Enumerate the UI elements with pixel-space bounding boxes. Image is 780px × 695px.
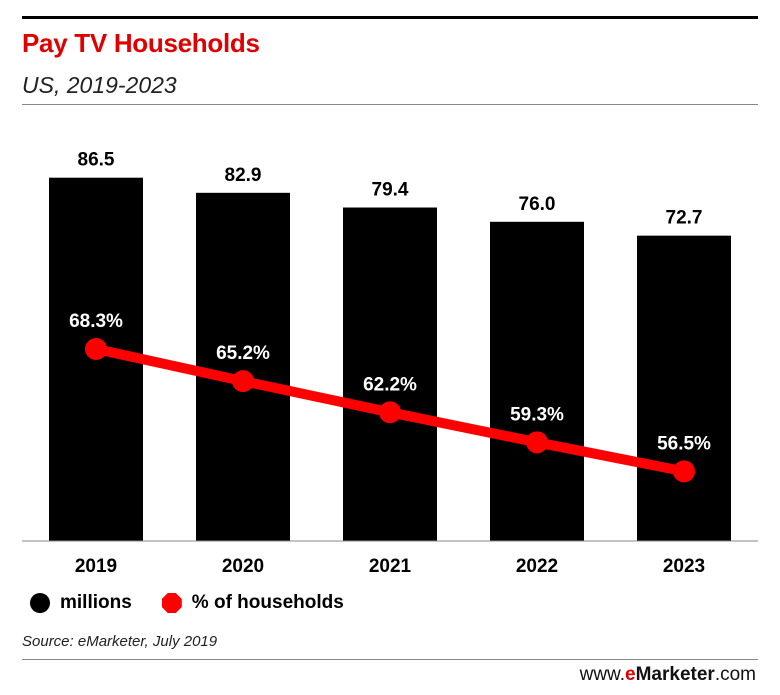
legend-swatch-households [161, 593, 182, 613]
households-label-2019: 68.3% [69, 311, 123, 332]
legend-item-millions: millions [30, 592, 132, 614]
subtitle-rule [22, 104, 758, 105]
bar-2022 [490, 221, 584, 542]
top-rule [22, 16, 758, 19]
brand-e: e [625, 664, 636, 685]
chart-title: Pay TV Households [22, 28, 260, 58]
combo-chart: 86.5 82.9 79.4 76.0 72.7 2019 2020 2021 2022 2023… [22, 150, 758, 577]
legend-item-households: % of households [161, 592, 344, 614]
households-point-2020 [232, 370, 254, 393]
households-label-2023: 56.5% [657, 433, 711, 454]
bar-label-2021: 79.4 [372, 180, 409, 201]
bar-2021 [343, 207, 437, 541]
households-point-2021 [379, 401, 401, 424]
households-point-2022 [526, 431, 548, 454]
households-label-2020: 65.2% [216, 343, 270, 364]
households-label-2022: 59.3% [510, 404, 564, 425]
legend-label-households: % of households [191, 592, 344, 613]
bar-2023 [637, 235, 731, 541]
households-label-2021: 62.2% [363, 374, 417, 395]
x-tick-label-2022: 2022 [516, 556, 558, 577]
x-tick-label-2020: 2020 [222, 556, 264, 577]
bar-label-2019: 86.5 [78, 150, 115, 171]
chart-subtitle: US, 2019-2023 [22, 72, 177, 98]
brand-logo: www.eMarketer.com [580, 664, 756, 686]
bar-label-2020: 82.9 [225, 165, 262, 186]
footer-rule [22, 659, 758, 660]
x-tick-label-2019: 2019 [75, 556, 117, 577]
bar-label-2022: 76.0 [519, 194, 556, 215]
brand-name: Marketer [635, 664, 715, 685]
legend-label-millions: millions [60, 592, 132, 613]
legend: millions % of households [30, 590, 374, 616]
brand-suffix: .com [714, 664, 756, 685]
households-point-2019 [85, 338, 107, 360]
bar-label-2023: 72.7 [666, 208, 703, 229]
x-tick-label-2023: 2023 [663, 556, 705, 577]
brand-prefix: www. [579, 664, 626, 685]
x-tick-label-2021: 2021 [369, 556, 412, 577]
legend-swatch-millions [30, 593, 50, 613]
bar-2020 [196, 192, 290, 541]
source-note: Source: eMarketer, July 2019 [22, 633, 218, 650]
households-point-2023 [673, 460, 695, 483]
